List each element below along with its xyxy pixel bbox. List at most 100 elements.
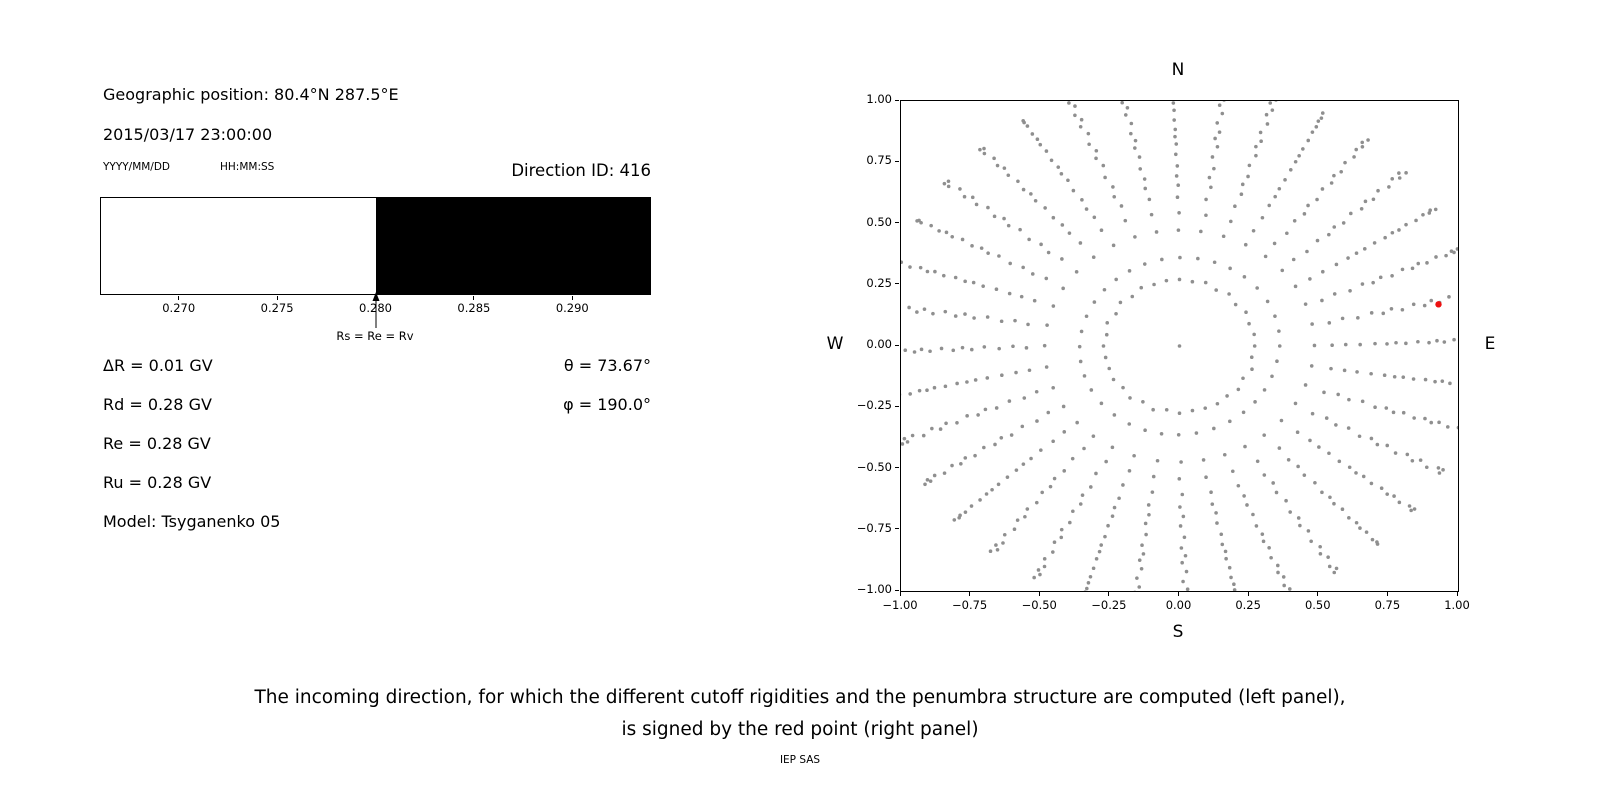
direction-dot <box>1285 231 1289 236</box>
direction-dot <box>955 420 959 425</box>
direction-dot <box>1288 168 1293 172</box>
direction-dot <box>919 347 924 352</box>
penumbra-chart <box>100 197 651 295</box>
inner-ring-dot <box>1225 394 1229 398</box>
direction-dot <box>1221 234 1226 239</box>
inner-ring-dot <box>1104 332 1109 337</box>
direction-dot <box>1298 523 1302 528</box>
direction-dot <box>1035 419 1039 423</box>
direction-dot <box>1091 255 1096 259</box>
direction-dot <box>925 269 930 274</box>
direction-dot <box>1236 483 1241 488</box>
direction-dot <box>971 280 976 285</box>
direction-dot <box>1310 322 1314 326</box>
direction-dot <box>1260 532 1265 536</box>
direction-dot <box>1215 521 1219 525</box>
direction-dot <box>984 492 989 496</box>
direction-dot <box>1177 477 1182 481</box>
compass-label-south: S <box>1172 622 1184 642</box>
direction-dot <box>1334 262 1339 267</box>
direction-dot <box>993 442 997 447</box>
direction-dot <box>1282 583 1286 588</box>
direction-dot <box>973 453 977 458</box>
direction-dot <box>1292 219 1297 223</box>
direction-dot <box>1369 311 1374 315</box>
direction-dot <box>1079 117 1084 122</box>
scatter-y-tick <box>895 99 899 101</box>
direction-dot <box>982 345 987 349</box>
direction-dot <box>1310 411 1315 416</box>
direction-dot <box>1400 267 1405 272</box>
scatter-y-tick-label: 0.50 <box>866 214 892 229</box>
direction-dot <box>931 311 935 316</box>
direction-dot <box>1002 216 1006 221</box>
scatter-x-tick-label: 0.25 <box>1235 598 1261 612</box>
direction-dot <box>963 456 968 460</box>
direction-dot <box>1327 232 1331 237</box>
direction-dot <box>1366 138 1370 142</box>
direction-dot <box>1262 433 1266 437</box>
scatter-y-tick <box>895 283 899 285</box>
direction-dot <box>1091 434 1096 438</box>
direction-dot <box>969 504 974 508</box>
direction-dot <box>985 315 990 319</box>
direction-dot <box>1305 249 1309 254</box>
scatter-x-tick-label: 0.00 <box>1165 598 1192 612</box>
direction-dot <box>1259 139 1263 143</box>
direction-dot <box>1315 238 1320 243</box>
inner-ring-dot <box>1252 344 1257 348</box>
direction-dot <box>1442 340 1447 344</box>
direction-dot <box>1181 579 1185 584</box>
inner-ring-dot <box>1151 407 1155 412</box>
direction-dot <box>995 163 1000 168</box>
direction-dot <box>932 473 937 478</box>
direction-dot <box>960 345 965 350</box>
direction-dot <box>1013 318 1017 323</box>
direction-dot <box>1104 459 1108 464</box>
direction-dot <box>1455 247 1458 251</box>
penumbra-axis-tick <box>571 296 573 300</box>
direction-dot <box>1070 456 1075 461</box>
direction-dot <box>1209 490 1213 495</box>
direction-dot <box>1385 443 1390 448</box>
direction-dot <box>1151 474 1156 479</box>
direction-dot <box>1306 203 1310 208</box>
direction-dot <box>1127 422 1132 426</box>
direction-dot <box>959 462 963 466</box>
direction-dot <box>1092 300 1097 304</box>
direction-dot <box>1409 508 1413 513</box>
direction-dot <box>1147 197 1152 202</box>
direction-dot <box>1310 130 1315 134</box>
direction-dot <box>1318 544 1322 549</box>
direction-dot <box>1428 208 1432 213</box>
direction-dot <box>1360 282 1365 286</box>
direction-dot <box>1099 543 1103 547</box>
direction-dot <box>1029 456 1033 461</box>
direction-dot <box>985 376 990 380</box>
direction-dot <box>1302 473 1307 477</box>
penumbra-axis-tick <box>276 296 278 300</box>
inner-ring-dot <box>1203 406 1208 410</box>
direction-dot <box>1086 131 1091 136</box>
direction-dot <box>903 348 908 352</box>
direction-dot <box>1427 340 1431 345</box>
direction-dot <box>1404 171 1408 175</box>
rigidity-equality-label: Rs = Re = Rv <box>336 329 414 343</box>
direction-dot <box>1062 469 1067 473</box>
direction-dot <box>942 181 947 186</box>
inner-ring-dot <box>1103 355 1108 360</box>
direction-dot <box>986 205 990 210</box>
direction-dot <box>1373 405 1377 410</box>
direction-dot <box>1246 174 1250 179</box>
direction-dot <box>1404 222 1408 227</box>
direction-dot <box>1035 137 1040 142</box>
direction-dot <box>1060 223 1065 227</box>
inner-ring-dot <box>1101 344 1106 348</box>
direction-dot <box>1229 219 1233 224</box>
direction-dot <box>1127 469 1132 473</box>
direction-dot <box>1038 142 1043 147</box>
direction-dot <box>1227 565 1232 570</box>
direction-dot <box>972 316 976 320</box>
direction-dot <box>944 230 949 235</box>
direction-dot <box>1436 466 1441 470</box>
